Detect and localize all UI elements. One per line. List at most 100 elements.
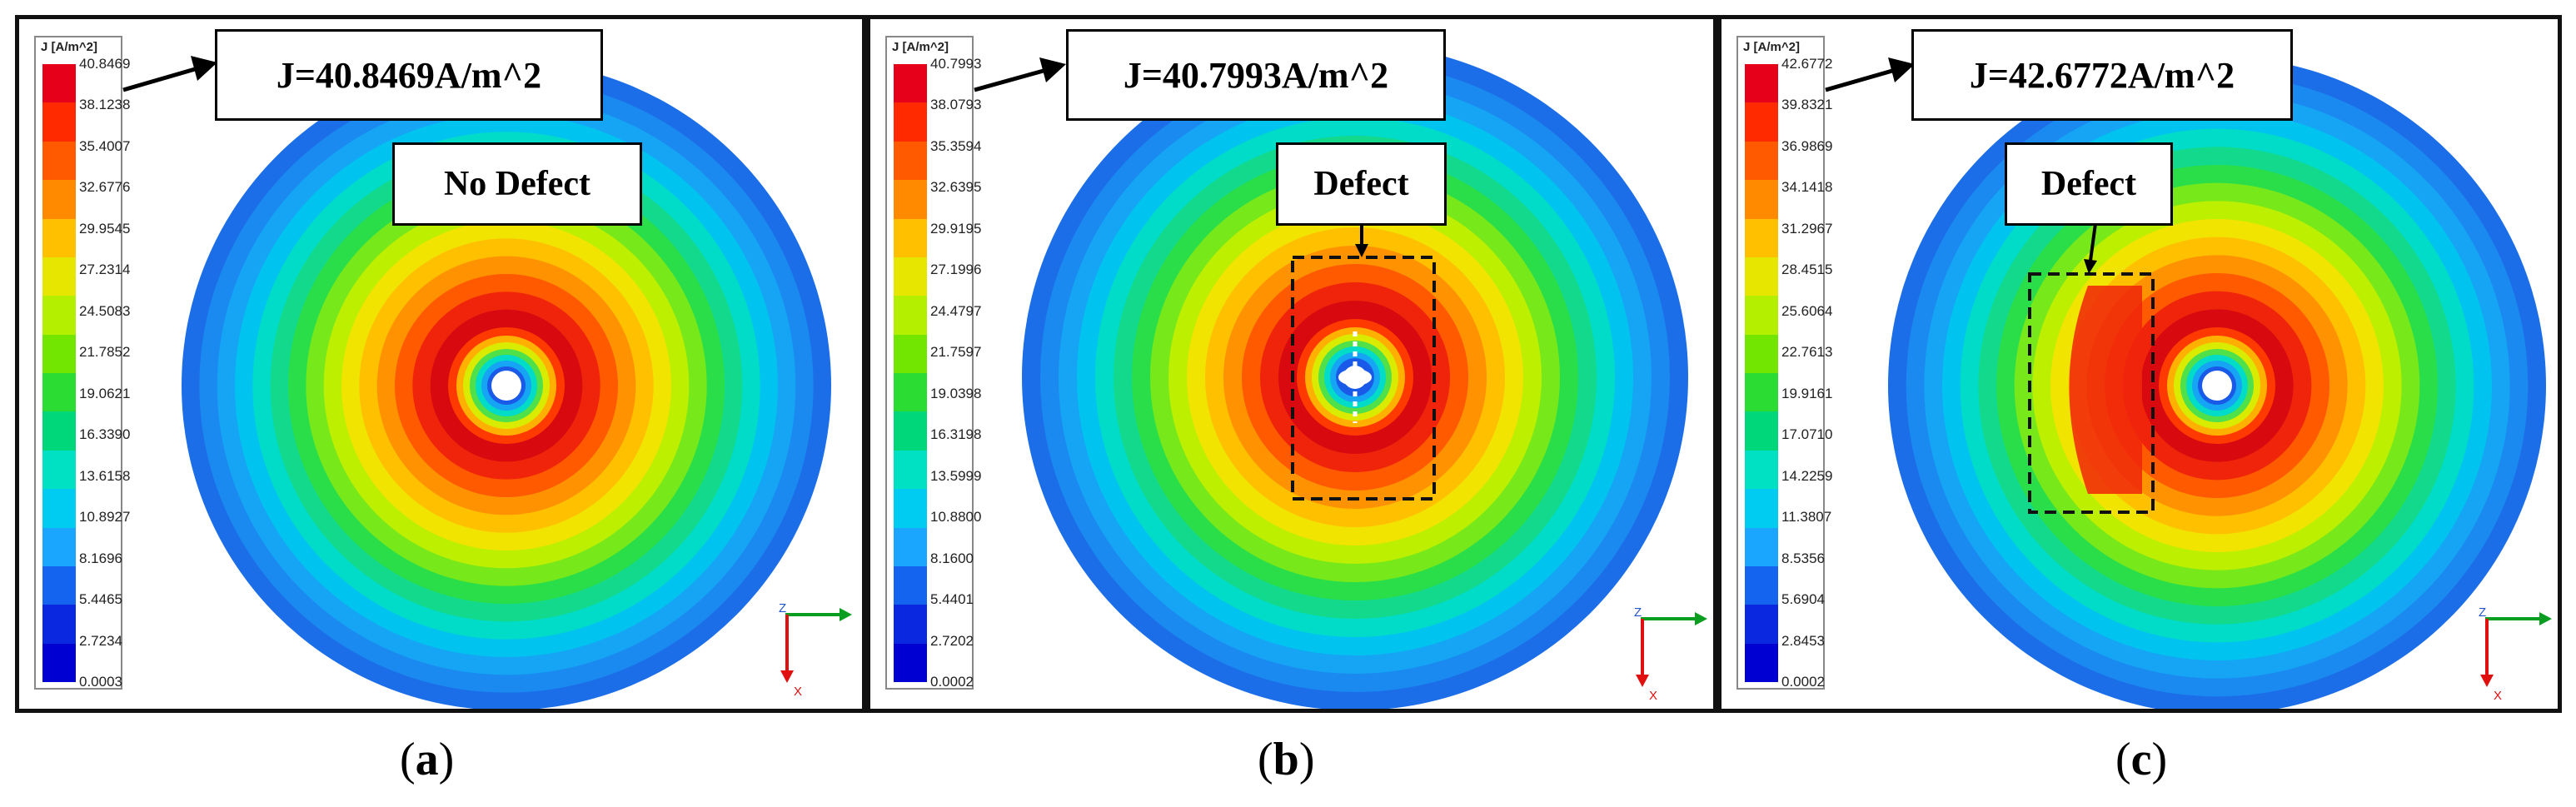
legend-tick-label: 5.4401 <box>930 591 974 608</box>
legend-tick-label: 40.8469 <box>79 56 131 72</box>
legend-swatch <box>42 180 76 219</box>
legend-tick-label: 22.7613 <box>1781 344 1833 361</box>
legend-tick-label: 8.1600 <box>930 550 974 566</box>
legend-swatch <box>894 643 927 682</box>
legend-swatch <box>42 141 76 181</box>
caption-a-letter: a <box>415 734 439 785</box>
j-max-label-b: J=40.7993A/m^2 <box>1066 29 1446 121</box>
legend-swatch <box>42 605 76 644</box>
caption-c-letter: c <box>2130 734 2152 785</box>
legend-tick-label: 32.6776 <box>79 179 131 196</box>
legend-tick-label: 13.6158 <box>79 467 131 484</box>
legend-labels-a: 40.8469 38.1238 35.4007 32.6776 29.9545 27.23… <box>79 56 130 690</box>
current-density-plot-b: Z X <box>974 44 1707 709</box>
defect-label-c: Defect <box>2005 142 2173 226</box>
legend-tick-label: 2.7234 <box>79 632 122 649</box>
legend-tick-label: 11.3807 <box>1781 509 1832 526</box>
legend-swatch <box>894 64 927 103</box>
axis-x-label: X <box>2494 689 2502 703</box>
j-max-label-a: J=40.8469A/m^2 <box>215 29 603 121</box>
legend-tick-label: 5.6904 <box>1781 591 1825 608</box>
color-legend-a: J [A/m^2] 40.8469 38.1238 35.4007 32.6776 29… <box>34 36 130 690</box>
j-max-label-c: J=42.6772A/m^2 <box>1911 29 2293 121</box>
axis-triad-c: Z X <box>2479 605 2552 703</box>
legend-tick-label: 27.1996 <box>930 262 982 278</box>
legend-swatch <box>894 527 927 566</box>
legend-tick-label: 10.8800 <box>930 509 982 526</box>
legend-tick-label: 0.0002 <box>930 674 974 690</box>
legend-swatch <box>1745 373 1778 412</box>
legend-tick-label: 29.9545 <box>79 220 131 237</box>
legend-swatch <box>42 565 76 605</box>
j-pointer-arrow-a <box>122 56 217 92</box>
legend-swatch <box>1745 489 1778 528</box>
color-legend-c: J [A/m^2] 42.6772 39.8321 36.9869 34.1418 31… <box>1736 36 1832 690</box>
legend-swatches-a <box>42 64 76 682</box>
legend-tick-label: 32.6395 <box>930 179 982 196</box>
defect-label-a: No Defect <box>392 142 642 226</box>
legend-tick-label: 16.3390 <box>79 426 131 443</box>
legend-tick-label: 28.4515 <box>1781 262 1833 278</box>
legend-swatch <box>1745 141 1778 181</box>
legend-tick-label: 8.1696 <box>79 550 122 566</box>
legend-tick-label: 42.6772 <box>1781 56 1833 72</box>
legend-tick-label: 24.5083 <box>79 302 131 319</box>
legend-swatch <box>894 257 927 296</box>
center-hole <box>2202 371 2232 401</box>
legend-swatch <box>894 565 927 605</box>
defect-region-box-c <box>2028 272 2155 514</box>
legend-swatches-c <box>1745 64 1778 682</box>
legend-swatch <box>894 605 927 644</box>
legend-swatch <box>42 411 76 451</box>
legend-swatch <box>42 257 76 296</box>
legend-swatch <box>894 489 927 528</box>
legend-labels-b: 40.7993 38.0793 35.3594 32.6395 29.9195 27.19… <box>930 56 981 690</box>
legend-tick-label: 21.7597 <box>930 344 982 361</box>
legend-swatch <box>42 450 76 490</box>
j-pointer-arrow-b <box>974 57 1066 92</box>
legend-title-c: J [A/m^2] <box>1743 40 1800 54</box>
legend-tick-label: 19.0398 <box>930 385 982 401</box>
legend-tick-label: 19.9161 <box>1781 385 1833 401</box>
panel-b: Z X J [A/m^2] 40.7993 38.0793 35.3594 32.63… <box>866 15 1717 713</box>
legend-tick-label: 25.6064 <box>1781 302 1833 319</box>
axis-x-label: X <box>794 685 802 699</box>
legend-swatch <box>894 141 927 181</box>
legend-swatch <box>894 296 927 335</box>
legend-tick-label: 0.0003 <box>79 674 122 690</box>
defect-hotspot-c <box>2069 286 2142 494</box>
legend-swatches-b <box>894 64 927 682</box>
legend-tick-label: 13.5999 <box>930 467 982 484</box>
legend-swatch <box>894 450 927 490</box>
current-density-plot-a: Z X <box>122 56 852 709</box>
j-pointer-arrow-c <box>1825 57 1915 92</box>
legend-swatch <box>42 334 76 373</box>
legend-swatch <box>894 180 927 219</box>
legend-swatch <box>894 218 927 257</box>
legend-swatch <box>1745 527 1778 566</box>
legend-swatch <box>42 296 76 335</box>
legend-swatch <box>42 373 76 412</box>
legend-swatch <box>1745 565 1778 605</box>
legend-tick-label: 5.4465 <box>79 591 122 608</box>
legend-swatch <box>1745 411 1778 451</box>
legend-tick-label: 34.1418 <box>1781 179 1833 196</box>
legend-swatch <box>894 373 927 412</box>
legend-tick-label: 40.7993 <box>930 56 982 72</box>
legend-swatch <box>42 489 76 528</box>
panel-c: Z X J [A/m^2] 42.6772 39.8321 36.9869 34.14… <box>1717 15 2562 713</box>
legend-swatch <box>1745 334 1778 373</box>
color-legend-b: J [A/m^2] 40.7993 38.0793 35.3594 32.6395 29… <box>885 36 981 690</box>
axis-z-label: Z <box>779 601 786 615</box>
legend-swatch <box>1745 296 1778 335</box>
legend-swatch <box>894 411 927 451</box>
legend-tick-label: 8.5356 <box>1781 550 1825 566</box>
legend-swatch <box>1745 643 1778 682</box>
legend-swatch <box>1745 605 1778 644</box>
legend-tick-label: 38.0793 <box>930 97 982 113</box>
legend-tick-label: 14.2259 <box>1781 467 1833 484</box>
axis-z-label: Z <box>1634 605 1642 620</box>
axis-triad-a: Z X <box>779 601 852 699</box>
legend-tick-label: 2.8453 <box>1781 632 1825 649</box>
legend-swatch <box>1745 180 1778 219</box>
